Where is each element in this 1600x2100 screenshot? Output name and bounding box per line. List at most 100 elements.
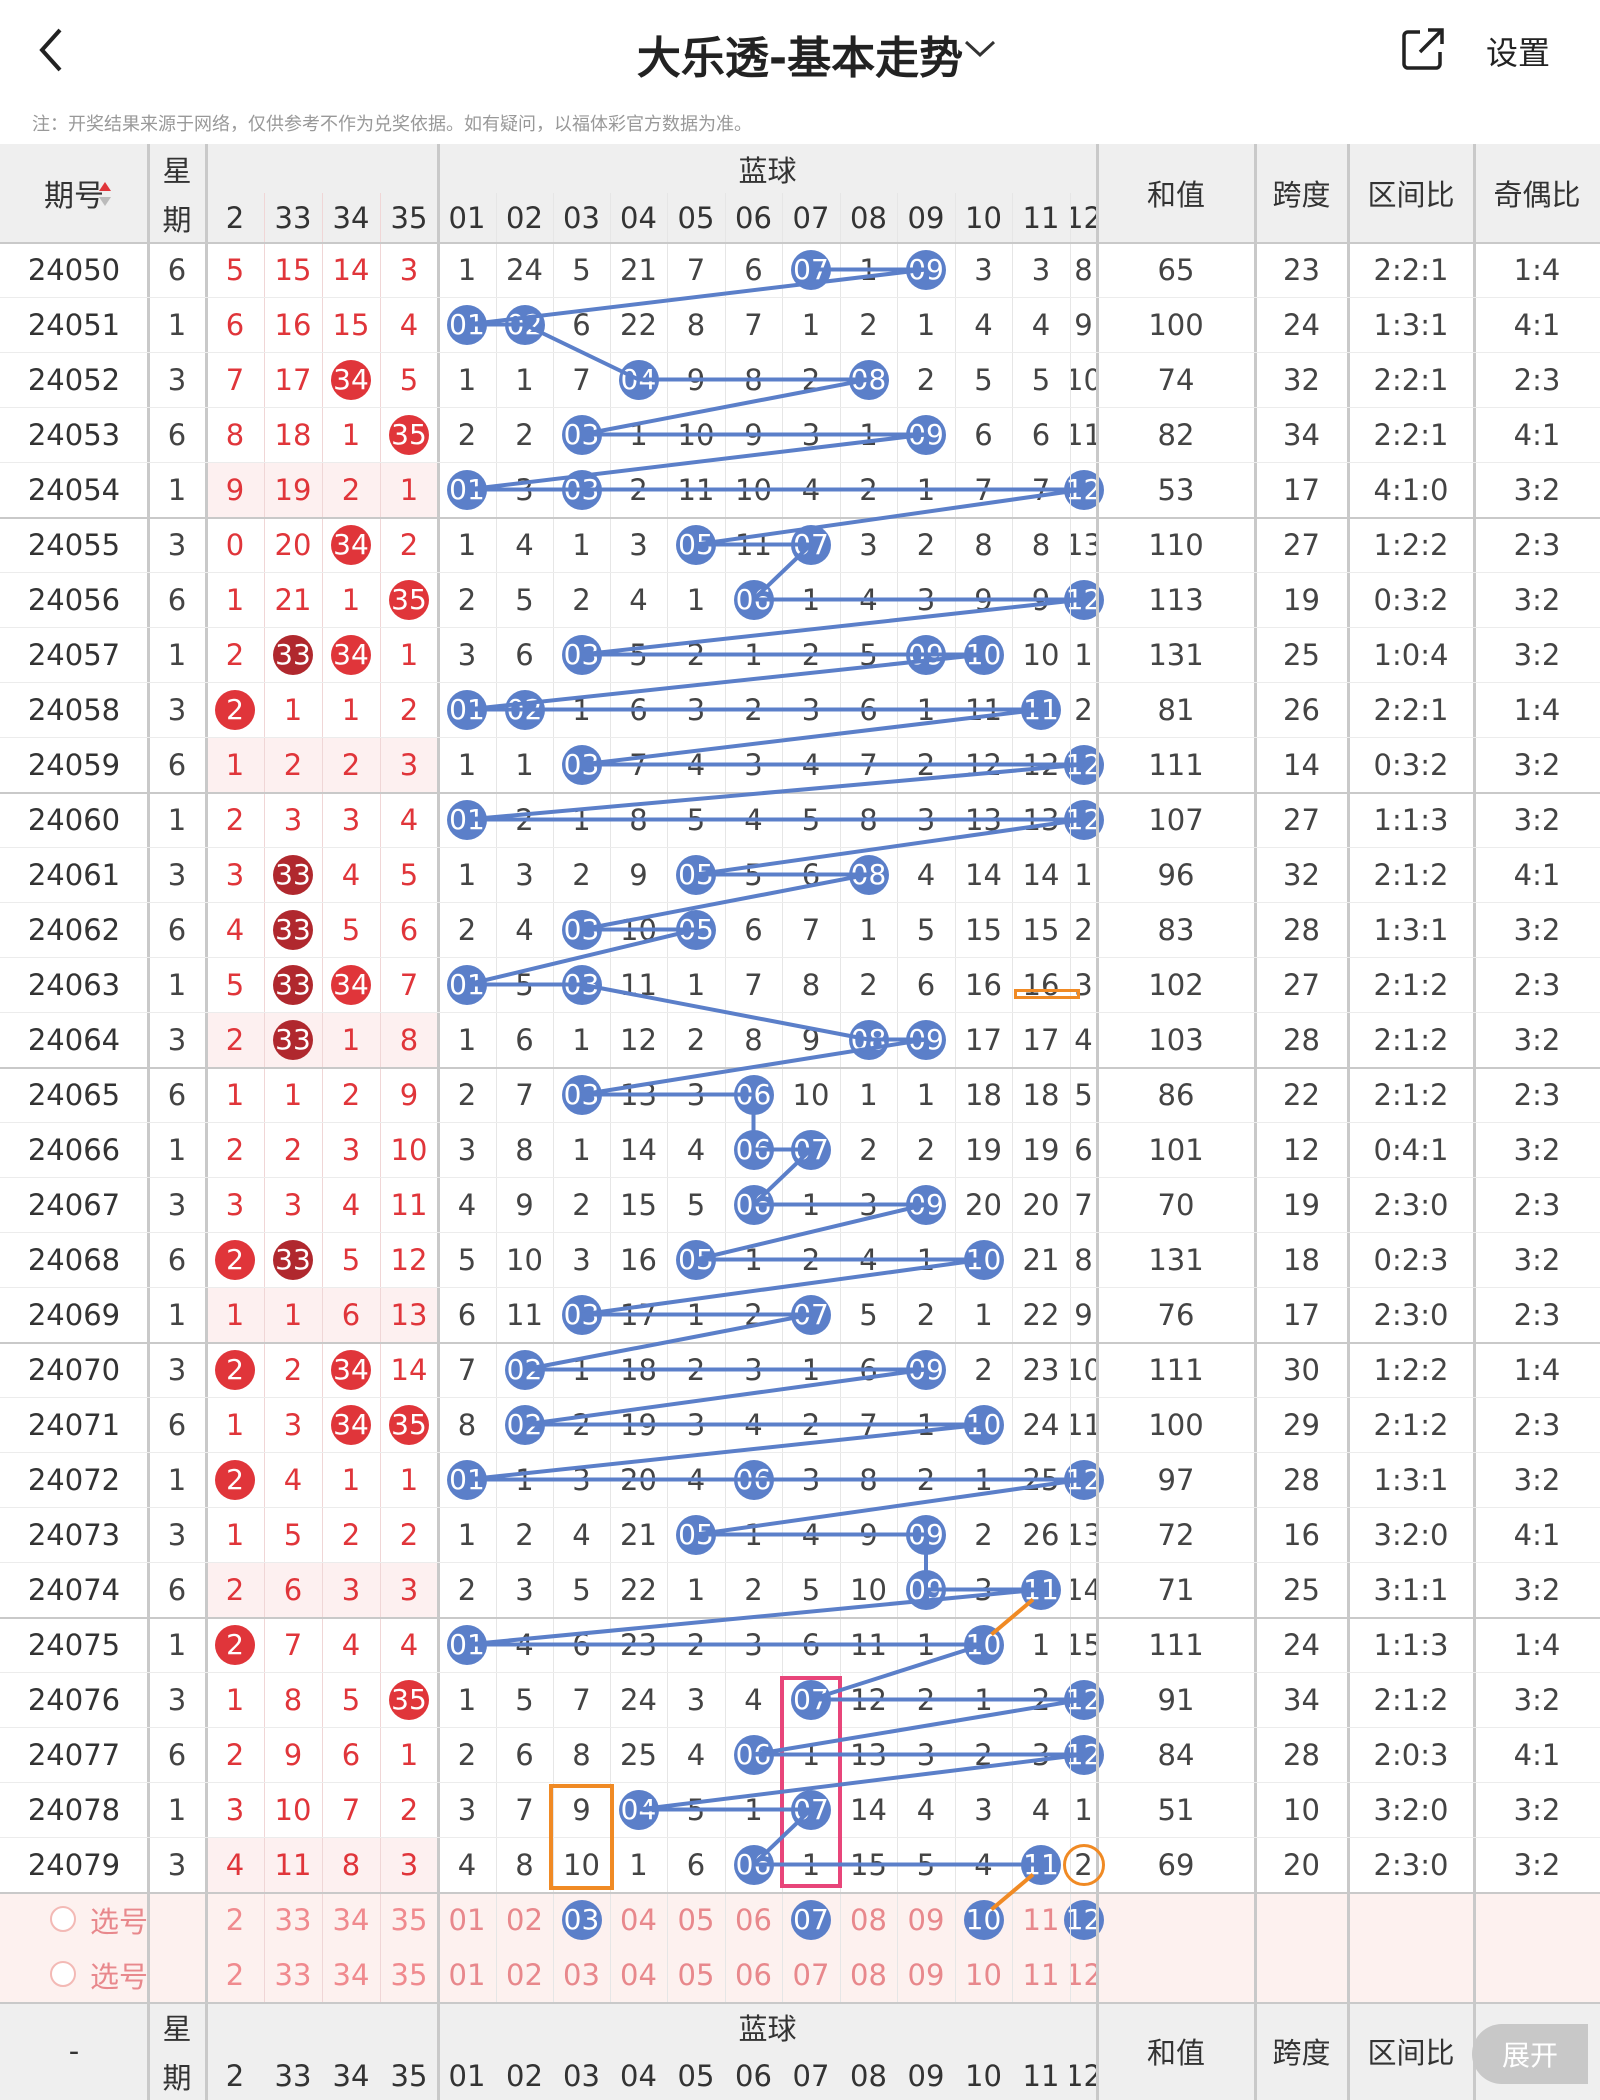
front-miss-cell: 12 bbox=[390, 1242, 428, 1277]
select-back-cell[interactable]: 10 bbox=[965, 1957, 1002, 1992]
header-front-2: 2 bbox=[225, 200, 245, 235]
sum-cell: 111 bbox=[1148, 747, 1204, 782]
back-miss-cell: 6 bbox=[572, 307, 591, 342]
select-back-cell[interactable]: 08 bbox=[850, 1902, 887, 1937]
front-miss-cell: 6 bbox=[283, 1572, 303, 1607]
select-back-cell[interactable]: 02 bbox=[506, 1957, 543, 1992]
back-miss-cell: 12 bbox=[620, 1022, 657, 1057]
front-miss-cell: 3 bbox=[283, 1187, 303, 1222]
back-miss-cell: 3 bbox=[686, 1407, 706, 1442]
parity-cell: 3:2 bbox=[1513, 637, 1561, 672]
back-miss-cell: 3 bbox=[515, 472, 534, 507]
select-back-cell[interactable]: 07 bbox=[792, 1957, 830, 1992]
select-back-cell[interactable]: 01 bbox=[448, 1957, 486, 1992]
back-miss-cell: 2 bbox=[916, 527, 936, 562]
back-miss-cell: 1 bbox=[572, 1022, 591, 1057]
back-miss-cell: 3 bbox=[686, 1682, 706, 1717]
back-miss-cell: 1 bbox=[457, 747, 477, 782]
front-miss-cell: 5 bbox=[283, 1517, 303, 1552]
weekday-cell: 6 bbox=[167, 1077, 187, 1112]
select-back-cell[interactable]: 04 bbox=[620, 1902, 657, 1937]
select-label[interactable]: 选号 bbox=[90, 1959, 149, 1994]
back-ball: 06 bbox=[733, 1734, 774, 1775]
weekday-cell: 3 bbox=[167, 1682, 187, 1717]
select-back-cell[interactable]: 05 bbox=[677, 1957, 715, 1992]
select-back-cell[interactable]: 03 bbox=[563, 1957, 600, 1992]
back-ball: 02 bbox=[504, 304, 545, 345]
select-back-cell[interactable]: 11 bbox=[1022, 1902, 1060, 1937]
front-ball: 34 bbox=[331, 634, 371, 675]
front-miss-cell: 1 bbox=[283, 692, 303, 727]
select-front-cell: 35 bbox=[390, 1902, 428, 1937]
front-miss-cell: 5 bbox=[399, 857, 419, 892]
back-miss-cell: 3 bbox=[572, 1462, 591, 1497]
row-divider bbox=[0, 1342, 1600, 1344]
select-back-cell[interactable]: 11 bbox=[1022, 1957, 1060, 1992]
back-miss-cell: 18 bbox=[965, 1077, 1002, 1112]
back-arrow-icon[interactable] bbox=[30, 22, 80, 78]
select-back-cell[interactable]: 06 bbox=[735, 1957, 772, 1992]
front-miss-cell: 3 bbox=[399, 252, 419, 287]
back-miss-cell: 4 bbox=[859, 1242, 878, 1277]
row-divider bbox=[0, 297, 1600, 298]
front-miss-cell: 7 bbox=[225, 362, 245, 397]
zone-cell: 0:4:1 bbox=[1373, 1132, 1449, 1167]
back-miss-cell: 17 bbox=[965, 1022, 1002, 1057]
select-radio[interactable] bbox=[50, 1906, 76, 1932]
weekday-cell: 6 bbox=[167, 1407, 187, 1442]
select-back-cell[interactable]: 02 bbox=[506, 1902, 543, 1937]
select-back-cell[interactable]: 05 bbox=[677, 1902, 715, 1937]
back-ball: 02 bbox=[504, 1349, 545, 1390]
select-radio[interactable] bbox=[50, 1961, 76, 1987]
settings-button[interactable]: 设置 bbox=[1486, 34, 1551, 72]
zone-cell: 1:3:1 bbox=[1373, 1462, 1449, 1497]
header-back-07: 07 bbox=[792, 200, 830, 235]
sum-cell: 72 bbox=[1157, 1517, 1195, 1552]
back-miss-cell: 4 bbox=[801, 747, 821, 782]
select-back-cell[interactable]: 01 bbox=[448, 1902, 486, 1937]
back-ball: 06 bbox=[733, 1459, 774, 1500]
front-miss-cell: 5 bbox=[225, 967, 245, 1002]
back-miss-cell: 7 bbox=[744, 967, 763, 1002]
select-label[interactable]: 选号 bbox=[90, 1904, 149, 1939]
back-miss-cell: 13 bbox=[1022, 802, 1060, 837]
back-miss-cell: 2 bbox=[859, 967, 878, 1002]
share-icon[interactable] bbox=[1398, 24, 1448, 74]
back-miss-cell: 9 bbox=[515, 1187, 534, 1222]
back-miss-cell: 6 bbox=[457, 1297, 477, 1332]
back-miss-cell: 1 bbox=[744, 1792, 763, 1827]
back-miss-cell: 9 bbox=[744, 417, 763, 452]
select-back-cell[interactable]: 09 bbox=[907, 1957, 945, 1992]
row-divider bbox=[0, 1287, 1600, 1288]
front-cell-divider bbox=[263, 193, 265, 2002]
back-miss-cell: 2 bbox=[801, 362, 821, 397]
back-miss-cell: 1 bbox=[457, 252, 477, 287]
front-ball: 2 bbox=[215, 1624, 255, 1665]
select-back-cell[interactable]: 04 bbox=[620, 1957, 657, 1992]
weekday-cell: 1 bbox=[167, 967, 187, 1002]
span-cell: 32 bbox=[1283, 857, 1320, 892]
select-back-cell[interactable]: 12 bbox=[1070, 1957, 1097, 1992]
back-miss-cell: 6 bbox=[1031, 417, 1051, 452]
expand-button[interactable]: 展开 bbox=[1472, 2024, 1588, 2084]
back-miss-cell: 4 bbox=[515, 912, 534, 947]
back-ball: 07 bbox=[791, 249, 831, 290]
weekday-cell: 3 bbox=[167, 1022, 187, 1057]
span-cell: 29 bbox=[1283, 1407, 1320, 1442]
back-miss-cell: 13 bbox=[620, 1077, 657, 1112]
back-miss-cell: 5 bbox=[859, 637, 878, 672]
row-divider bbox=[0, 902, 1600, 903]
front-miss-cell: 19 bbox=[274, 472, 312, 507]
select-back-cell[interactable]: 06 bbox=[735, 1902, 772, 1937]
row-divider bbox=[0, 1397, 1600, 1398]
sort-arrow-icon[interactable] bbox=[98, 180, 112, 208]
zone-cell: 2:0:3 bbox=[1373, 1737, 1449, 1772]
parity-cell: 3:2 bbox=[1513, 747, 1561, 782]
page-title[interactable]: 大乐透-基本走势 bbox=[0, 22, 1600, 86]
zone-cell: 1:1:3 bbox=[1373, 802, 1449, 837]
select-front-cell: 2 bbox=[225, 1902, 245, 1937]
back-ball: 03 bbox=[561, 744, 602, 785]
select-back-cell[interactable]: 08 bbox=[850, 1957, 887, 1992]
issue-cell: 24054 bbox=[27, 472, 121, 507]
select-back-cell[interactable]: 09 bbox=[907, 1902, 945, 1937]
